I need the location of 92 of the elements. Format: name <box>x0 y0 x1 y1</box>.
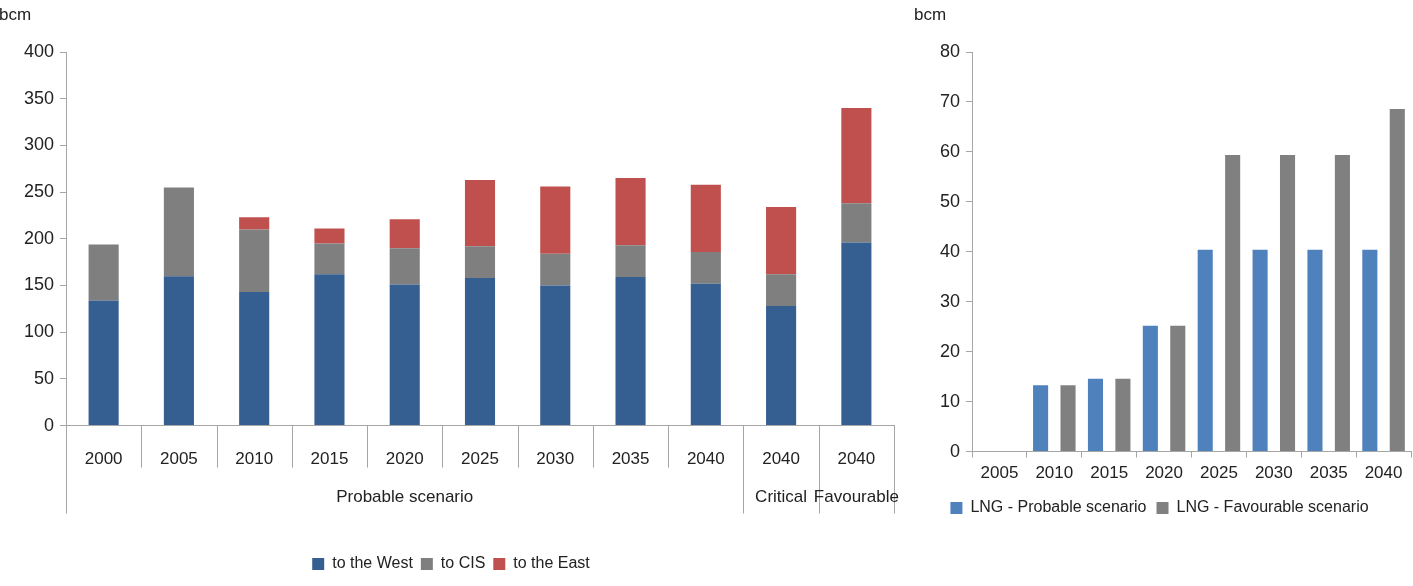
legend-label: LNG - Favourable scenario <box>1176 498 1369 516</box>
x-tick-label: 2010 <box>235 449 274 469</box>
x-tick-label: 2040 <box>686 449 725 469</box>
bar <box>841 203 872 243</box>
y-tick-label: 70 <box>939 90 960 111</box>
bar <box>1115 378 1131 452</box>
bar <box>1334 154 1350 452</box>
bar <box>690 184 721 252</box>
bar <box>766 274 797 307</box>
legend-label: to the East <box>513 554 591 572</box>
y-tick-label: 60 <box>939 140 960 161</box>
x-tick-label: 2010 <box>1035 463 1074 483</box>
x-tick-label: 2025 <box>1200 463 1238 483</box>
y-tick-label: 300 <box>23 134 54 155</box>
x-tick-label: 2030 <box>1254 463 1293 483</box>
x-tick-label: 2005 <box>980 463 1019 483</box>
x-tick-label: 2000 <box>84 449 123 469</box>
y-tick-label: 30 <box>939 290 960 311</box>
x-tick-label: 2020 <box>385 449 424 469</box>
bar <box>766 207 797 275</box>
y-axis-title: bcm <box>914 5 947 24</box>
bar <box>1033 385 1049 452</box>
bar <box>389 284 420 426</box>
text: Critical <box>755 487 808 507</box>
x-tick-label: 2025 <box>461 449 499 469</box>
bar <box>1197 249 1213 452</box>
bar <box>389 248 420 285</box>
x-tick-label: 2030 <box>536 449 575 469</box>
y-tick-label: 100 <box>23 321 54 342</box>
bar <box>239 217 270 230</box>
bar <box>314 228 345 244</box>
text: Favourable <box>813 487 899 507</box>
x-tick-label: 2035 <box>1309 463 1348 483</box>
y-tick-label: 400 <box>23 40 54 61</box>
bar <box>540 186 571 254</box>
bar <box>314 243 345 275</box>
legend-label: to CIS <box>440 554 486 572</box>
bar <box>540 285 571 426</box>
y-axis-title: bcm <box>0 5 32 24</box>
bar <box>389 219 420 249</box>
y-tick-label: 40 <box>939 240 960 261</box>
bar <box>1170 325 1186 452</box>
y-tick-label: 20 <box>939 340 960 361</box>
x-tick-label: 2015 <box>1090 463 1129 483</box>
legend-label: LNG - Probable scenario <box>970 498 1147 516</box>
bar <box>615 245 646 278</box>
bar <box>1307 249 1323 452</box>
bar <box>841 108 872 204</box>
bar <box>464 278 496 426</box>
bar <box>464 246 496 279</box>
bar <box>690 283 721 426</box>
y-tick-label: 80 <box>939 40 960 61</box>
y-tick-label: 50 <box>939 190 960 211</box>
y-tick-label: 250 <box>23 181 54 202</box>
legend-label: to the West <box>332 554 414 572</box>
bar <box>615 178 646 246</box>
bar <box>163 187 194 277</box>
bar <box>1225 154 1241 452</box>
bar <box>540 253 571 286</box>
bar <box>615 277 646 426</box>
bar <box>690 251 721 284</box>
bar <box>239 229 270 293</box>
bar <box>841 242 872 426</box>
bar <box>1252 249 1268 452</box>
x-tick-label: 2020 <box>1145 463 1183 483</box>
x-tick-label: 2015 <box>310 449 349 469</box>
bar <box>766 306 797 426</box>
bar <box>1389 108 1405 452</box>
y-tick-label: 200 <box>23 227 54 248</box>
y-tick-label: 0 <box>949 440 960 461</box>
x-tick-label: 2040 <box>1364 463 1403 483</box>
bar <box>314 274 345 426</box>
x-tick-label: 2035 <box>611 449 650 469</box>
bar <box>88 244 119 301</box>
text: Probable scenario <box>336 487 474 507</box>
y-tick-label: 10 <box>939 390 960 411</box>
bar <box>239 292 270 426</box>
bar <box>1060 385 1076 452</box>
bar <box>1142 325 1158 452</box>
y-tick-label: 50 <box>33 367 54 388</box>
bar <box>1279 154 1296 452</box>
x-tick-label: 2040 <box>837 449 876 469</box>
y-tick-label: 350 <box>23 87 54 108</box>
x-tick-label: 2040 <box>762 449 800 469</box>
y-tick-label: 150 <box>23 274 54 295</box>
bar <box>1362 249 1378 452</box>
bar <box>88 300 119 426</box>
bar <box>1087 378 1104 452</box>
bar <box>163 276 194 426</box>
y-tick-label: 0 <box>43 414 54 435</box>
bar <box>464 179 496 247</box>
x-tick-label: 2005 <box>160 449 198 469</box>
